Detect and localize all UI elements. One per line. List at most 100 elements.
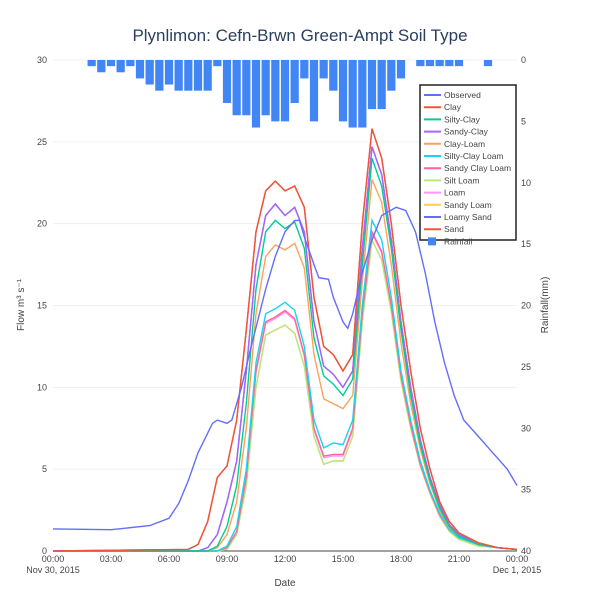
y-tick-label: 5 <box>42 464 47 474</box>
flow-lines <box>52 128 518 552</box>
rainfall-bar <box>348 60 357 128</box>
x-tick-label: 06:00 <box>158 554 181 564</box>
rainfall-bar <box>164 60 174 85</box>
legend-label: Sandy Loam <box>444 200 492 210</box>
legend-label: Silty-Clay <box>444 114 481 124</box>
legend-swatch-rainfall <box>428 237 436 246</box>
x-tick-label: 18:00 <box>390 554 413 564</box>
rainfall-bar <box>358 60 367 128</box>
legend-label: Loam <box>444 188 465 198</box>
rainfall-bar <box>309 60 319 122</box>
y-axis-ticks: 0 5 10 15 20 25 30 <box>37 55 47 556</box>
rainfall-bar <box>203 60 212 91</box>
rainfall-bar <box>251 60 261 128</box>
legend-label: Clay <box>444 102 462 112</box>
series-line-sandy-clay <box>53 146 518 552</box>
rainfall-bar <box>261 60 270 116</box>
series-line-loam <box>53 231 518 552</box>
y2-tick-label: 10 <box>521 178 531 188</box>
legend-label: Observed <box>444 90 481 100</box>
x-tick-label: 03:00 <box>100 554 123 564</box>
rainfall-bar <box>280 60 290 122</box>
y2-tick-label: 35 <box>521 485 531 495</box>
rainfall-bar <box>222 60 232 103</box>
rainfall-bar <box>416 60 425 67</box>
series-line-silt-loam <box>53 237 518 552</box>
rainfall-bar <box>454 60 464 67</box>
rainfall-bar <box>213 60 222 67</box>
rainfall-bar <box>116 60 125 73</box>
series-line-silty-clay-loam <box>53 217 518 552</box>
rainfall-bar <box>232 60 241 116</box>
rainfall-bar <box>319 60 328 79</box>
y-tick-label: 10 <box>37 382 47 392</box>
x-tick-label: 00:00 <box>42 554 65 564</box>
y2-tick-label: 25 <box>521 362 531 372</box>
rainfall-bar <box>387 60 396 91</box>
legend-label: Silty-Clay Loam <box>444 151 504 161</box>
series-line-observed <box>52 206 518 531</box>
series-line-sandy-loam <box>53 237 518 552</box>
series-line-silty-clay <box>53 157 518 552</box>
rainfall-bar <box>193 60 203 91</box>
rainfall-bar <box>445 60 454 67</box>
rainfall-bar <box>271 60 280 122</box>
y2-axis-label: Rainfall(mm) <box>540 277 551 334</box>
legend-label: Sandy-Clay <box>444 127 489 137</box>
y-tick-label: 15 <box>37 301 47 311</box>
legend[interactable]: Observed Clay Silty-Clay Sandy-Clay Clay-Loa… <box>419 84 517 246</box>
y2-tick-label: 15 <box>521 239 531 249</box>
legend-label: Rainfall <box>444 236 472 246</box>
y-tick-label: 20 <box>37 219 47 229</box>
x-tick-date: Nov 30, 2015 <box>26 565 80 575</box>
legend-label: Sandy Clay Loam <box>444 163 511 173</box>
rainfall-bar <box>483 60 493 67</box>
x-tick-label: 09:00 <box>216 554 239 564</box>
x-tick-label: 00:00 <box>506 554 529 564</box>
y2-tick-label: 30 <box>521 423 531 433</box>
rainfall-bar <box>435 60 444 67</box>
legend-box <box>419 84 517 241</box>
y-axis-label: Flow m³ s⁻¹ <box>16 278 27 331</box>
x-tick-label: 15:00 <box>332 554 355 564</box>
rainfall-bar <box>126 60 135 67</box>
y2-tick-label: 5 <box>521 116 526 126</box>
rainfall-bar <box>329 60 338 91</box>
y-tick-label: 25 <box>37 137 47 147</box>
rainfall-bar <box>87 60 96 67</box>
chart-title: Plynlimon: Cefn-Brwn Green-Ampt Soil Typ… <box>132 26 467 45</box>
series-line-sandy-clay-loam <box>53 229 518 552</box>
rainfall-bar <box>184 60 193 91</box>
series-line-clay <box>52 128 518 552</box>
rainfall-bar <box>367 60 377 110</box>
rainfall-bar <box>135 60 145 79</box>
rainfall-bar <box>242 60 251 116</box>
legend-label: Sand <box>444 224 464 234</box>
series-line-clay-loam <box>53 179 518 552</box>
legend-label: Clay-Loam <box>444 139 485 149</box>
rainfall-bar <box>145 60 154 85</box>
legend-label: Silt Loam <box>444 175 479 185</box>
y-tick-label: 0 <box>42 546 47 556</box>
y2-tick-label: 20 <box>521 301 531 311</box>
x-tick-label: 21:00 <box>448 554 471 564</box>
y2-axis-ticks: 0 5 10 15 20 25 30 35 40 <box>521 55 531 556</box>
rainfall-bar <box>106 60 116 67</box>
rainfall-bar <box>425 60 435 67</box>
y2-tick-label: 40 <box>521 546 531 556</box>
x-tick-label: 12:00 <box>274 554 297 564</box>
rainfall-bar <box>396 60 406 79</box>
rainfall-bar <box>338 60 348 122</box>
rainfall-bar <box>290 60 299 103</box>
x-tick-date: Dec 1, 2015 <box>493 565 542 575</box>
y2-tick-label: 0 <box>521 55 526 65</box>
y-tick-label: 30 <box>37 55 47 65</box>
x-axis-label: Date <box>274 578 296 589</box>
rainfall-bar <box>300 60 309 79</box>
rainfall-bar <box>377 60 386 110</box>
legend-label: Loamy Sand <box>444 212 492 222</box>
rainfall-bar <box>174 60 183 91</box>
rainfall-bar <box>155 60 164 91</box>
